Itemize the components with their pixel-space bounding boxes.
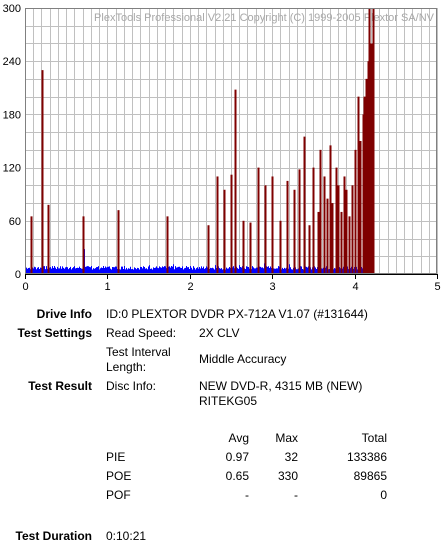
avg-header: Avg [228, 431, 249, 445]
poe-total: 89865 [353, 469, 387, 483]
disc-info-line2: RITEKG05 [199, 394, 258, 408]
poe-row-name: POE [106, 469, 132, 483]
disc-info-line1: NEW DVD-R, 4315 MB (NEW) [199, 379, 363, 393]
poe-avg: 0.65 [225, 469, 249, 483]
total-header: Total [361, 431, 387, 445]
disc-info-label: Disc Info: [106, 379, 157, 393]
pie-row-name: PIE [106, 450, 126, 464]
x-tick-label: 2 [187, 281, 193, 293]
pof-row-name: POF [106, 488, 131, 502]
x-tick-label: 5 [434, 281, 440, 293]
test-duration-label: Test Duration [15, 529, 92, 543]
read-speed-label: Read Speed: [106, 326, 177, 340]
drive-info-label: Drive Info [36, 307, 92, 321]
x-tick-label: 0 [22, 281, 28, 293]
x-tick-label: 1 [104, 281, 110, 293]
y-tick-label: 180 [3, 109, 21, 121]
test-result-label: Test Result [28, 379, 92, 393]
read-speed-value: 2X CLV [199, 326, 240, 340]
test-interval-value: Middle Accuracy [199, 352, 287, 366]
pie-avg: 0.97 [225, 450, 249, 464]
pof-avg: - [245, 488, 249, 502]
drive-info-value: ID:0 PLEXTOR DVDR PX-712A V1.07 (#131644… [106, 307, 368, 321]
test-interval-label-line2: Length: [106, 360, 147, 374]
plot-border [25, 8, 437, 274]
y-tick-label: 120 [3, 163, 21, 175]
y-tick-label: 60 [9, 216, 21, 228]
test-interval-label-line1: Test Interval [106, 345, 171, 359]
test-settings-label: Test Settings [17, 326, 92, 340]
pie-total: 133386 [346, 450, 387, 464]
poe-max: 330 [277, 469, 298, 483]
pie-max: 32 [284, 450, 298, 464]
pof-total: 0 [380, 488, 387, 502]
error-chart: PlexTools Professional V2.21 Copyright (… [3, 3, 441, 293]
x-tick-label: 3 [269, 281, 275, 293]
test-duration-value: 0:10:21 [106, 529, 147, 543]
pof-max: - [294, 488, 298, 502]
y-tick-label: 0 [15, 269, 21, 281]
y-tick-label: 240 [3, 56, 21, 68]
x-tick-label: 4 [352, 281, 358, 293]
max-header: Max [275, 431, 298, 445]
y-tick-label: 300 [3, 3, 21, 15]
copyright-watermark: PlexTools Professional V2.21 Copyright (… [94, 12, 435, 24]
